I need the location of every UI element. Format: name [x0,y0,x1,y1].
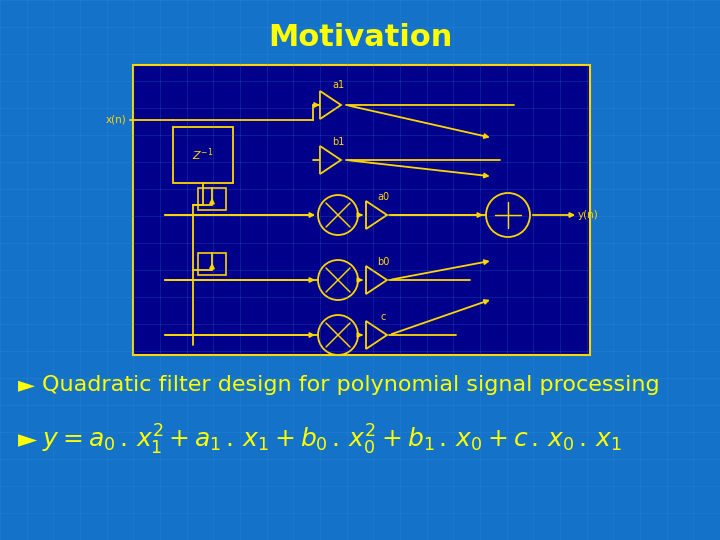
Bar [173,127,233,183]
Text: Quadratic filter design for polynomial signal processing: Quadratic filter design for polynomial s… [42,375,660,395]
Text: Motivation: Motivation [268,24,452,52]
Bar [133,65,590,355]
Text: a0: a0 [377,192,390,202]
Text: $\mathit{y = a_0 \,.\, x_1^2 + a_1 \,.\, x_1 + b_0 \,.\, x_0^2 + b_1 \,.\, x_0 +: $\mathit{y = a_0 \,.\, x_1^2 + a_1 \,.\,… [42,423,621,457]
Text: x(n): x(n) [105,115,126,125]
Text: y(n): y(n) [577,210,598,220]
Text: c: c [381,312,386,322]
Text: ►: ► [18,375,35,395]
Bar [198,253,226,275]
Text: b0: b0 [377,257,390,267]
Text: a1: a1 [333,80,345,90]
Text: $Z^{-1}$: $Z^{-1}$ [192,147,214,163]
Text: b1: b1 [333,137,345,147]
Bar [198,188,226,210]
Text: ►: ► [18,428,37,452]
